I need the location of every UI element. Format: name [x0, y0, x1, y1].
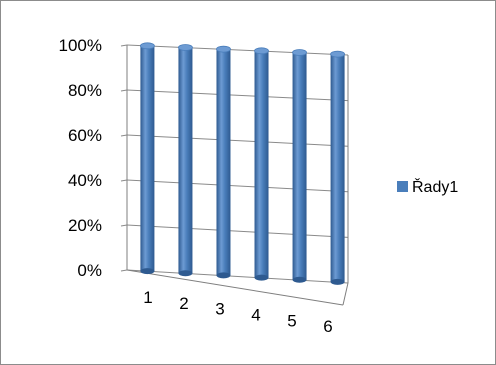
gridline — [126, 89, 349, 102]
y-tick-mark — [120, 89, 128, 92]
y-tick-mark — [120, 179, 128, 182]
bar — [216, 45, 231, 279]
gridline — [126, 224, 349, 238]
y-tick-label: 80% — [68, 81, 102, 100]
x-axis-line — [126, 269, 344, 306]
y-tick-labels: 0% 20% 40% 60% 80% 100% — [59, 36, 102, 280]
bars — [140, 42, 345, 285]
y-tick-label: 20% — [68, 216, 102, 235]
x-tick-label: 6 — [323, 317, 332, 336]
x-tick-label: 2 — [179, 294, 188, 313]
bar — [330, 50, 345, 285]
x-tick-label: 1 — [143, 288, 152, 307]
bar — [254, 47, 269, 281]
bar — [140, 42, 155, 275]
y-tick-mark — [120, 224, 128, 227]
axes — [126, 45, 349, 306]
legend-swatch — [397, 181, 408, 192]
legend-label: Řady1 — [412, 177, 458, 196]
y-tick-mark — [120, 134, 128, 137]
gridline — [126, 134, 349, 147]
x-tick-label: 5 — [287, 311, 296, 330]
y-tick-mark — [120, 269, 128, 272]
y-tick-label: 0% — [77, 261, 102, 280]
y-tick-mark — [120, 44, 128, 47]
floor-edge — [342, 282, 349, 306]
gridline — [126, 269, 349, 284]
y-tick-label: 100% — [59, 36, 102, 55]
bar — [292, 49, 307, 283]
x-tick-labels: 1 2 3 4 5 6 — [143, 288, 332, 336]
y-tick-label: 60% — [68, 126, 102, 145]
bar — [178, 44, 193, 277]
x-tick-label: 4 — [251, 305, 260, 324]
gridlines — [120, 44, 349, 284]
y-tick-label: 40% — [68, 171, 102, 190]
legend: Řady1 — [397, 177, 458, 196]
x-tick-label: 3 — [215, 300, 224, 319]
gridline — [126, 179, 349, 193]
gridline — [126, 44, 349, 56]
